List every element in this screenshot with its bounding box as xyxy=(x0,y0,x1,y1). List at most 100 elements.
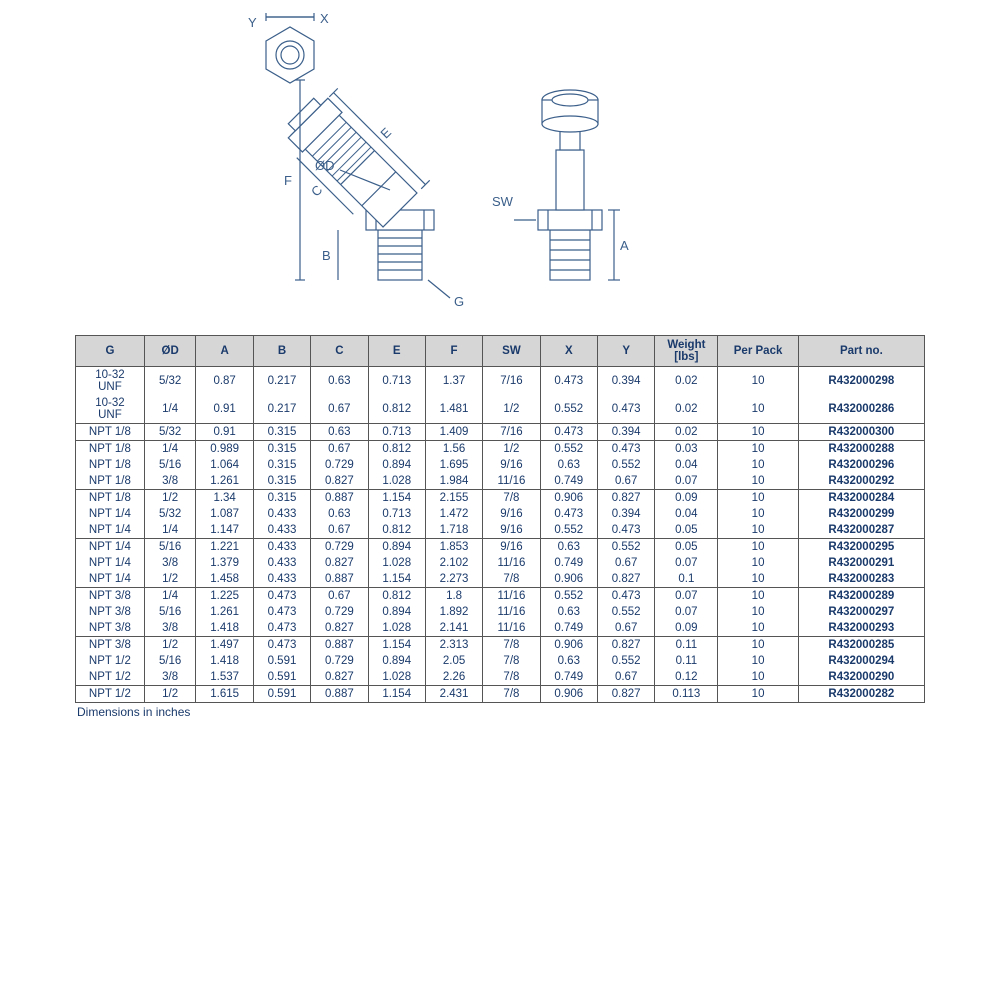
cell-sw: 7/16 xyxy=(483,424,540,441)
svg-text:B: B xyxy=(322,248,331,263)
cell-c: 0.827 xyxy=(311,669,368,686)
cell-c: 0.63 xyxy=(311,424,368,441)
col-header: B xyxy=(253,336,310,367)
cell-x: 0.749 xyxy=(540,620,597,637)
cell-e: 0.894 xyxy=(368,653,425,669)
cell-b: 0.473 xyxy=(253,637,310,654)
cell-y: 0.67 xyxy=(597,669,654,686)
cell-a: 1.379 xyxy=(196,555,253,571)
table-row: 10-32UNF1/40.910.2170.670.8121.4811/20.5… xyxy=(76,395,925,424)
table-row: NPT 3/85/161.2610.4730.7290.8941.89211/1… xyxy=(76,604,925,620)
col-header: Per Pack xyxy=(718,336,798,367)
cell-pp: 10 xyxy=(718,367,798,396)
col-header: Weight[lbs] xyxy=(655,336,718,367)
cell-b: 0.315 xyxy=(253,424,310,441)
svg-text:A: A xyxy=(620,238,629,253)
cell-pn: R432000292 xyxy=(798,473,924,490)
cell-c: 0.67 xyxy=(311,395,368,424)
cell-f: 2.431 xyxy=(425,686,482,703)
cell-pn: R432000290 xyxy=(798,669,924,686)
svg-text:SW: SW xyxy=(492,194,514,209)
cell-pn: R432000282 xyxy=(798,686,924,703)
cell-pp: 10 xyxy=(718,441,798,458)
svg-text:G: G xyxy=(454,294,464,309)
col-header: Part no. xyxy=(798,336,924,367)
cell-a: 0.91 xyxy=(196,424,253,441)
cell-e: 0.894 xyxy=(368,604,425,620)
cell-f: 1.409 xyxy=(425,424,482,441)
cell-x: 0.749 xyxy=(540,669,597,686)
cell-pp: 10 xyxy=(718,604,798,620)
cell-g: NPT 1/2 xyxy=(76,653,145,669)
cell-d: 5/32 xyxy=(144,367,196,396)
cell-x: 0.63 xyxy=(540,539,597,556)
cell-d: 3/8 xyxy=(144,555,196,571)
cell-d: 5/16 xyxy=(144,457,196,473)
cell-x: 0.473 xyxy=(540,367,597,396)
cell-e: 1.154 xyxy=(368,490,425,507)
cell-g: 10-32UNF xyxy=(76,367,145,396)
cell-y: 0.394 xyxy=(597,506,654,522)
cell-w: 0.04 xyxy=(655,506,718,522)
cell-sw: 1/2 xyxy=(483,441,540,458)
cell-pn: R432000299 xyxy=(798,506,924,522)
cell-e: 1.028 xyxy=(368,473,425,490)
cell-sw: 9/16 xyxy=(483,457,540,473)
cell-sw: 11/16 xyxy=(483,588,540,605)
cell-pp: 10 xyxy=(718,669,798,686)
cell-pn: R432000284 xyxy=(798,490,924,507)
cell-a: 1.225 xyxy=(196,588,253,605)
cell-w: 0.05 xyxy=(655,539,718,556)
cell-d: 5/32 xyxy=(144,506,196,522)
cell-sw: 7/8 xyxy=(483,637,540,654)
cell-g: 10-32UNF xyxy=(76,395,145,424)
cell-w: 0.09 xyxy=(655,490,718,507)
cell-g: NPT 3/8 xyxy=(76,620,145,637)
table-row: NPT 3/81/21.4970.4730.8871.1542.3137/80.… xyxy=(76,637,925,654)
table-row: NPT 3/83/81.4180.4730.8271.0282.14111/16… xyxy=(76,620,925,637)
technical-diagram: X Y xyxy=(220,10,670,320)
cell-e: 0.713 xyxy=(368,506,425,522)
dimensions-table-wrap: GØDABCEFSWXYWeight[lbs]Per PackPart no. … xyxy=(75,335,925,719)
cell-w: 0.07 xyxy=(655,555,718,571)
cell-pp: 10 xyxy=(718,457,798,473)
col-header: ØD xyxy=(144,336,196,367)
cell-f: 1.718 xyxy=(425,522,482,539)
cell-x: 0.552 xyxy=(540,441,597,458)
cell-pp: 10 xyxy=(718,555,798,571)
cell-c: 0.729 xyxy=(311,457,368,473)
table-row: NPT 1/23/81.5370.5910.8271.0282.267/80.7… xyxy=(76,669,925,686)
cell-w: 0.09 xyxy=(655,620,718,637)
col-header: E xyxy=(368,336,425,367)
cell-d: 1/4 xyxy=(144,395,196,424)
cell-pn: R432000297 xyxy=(798,604,924,620)
cell-w: 0.02 xyxy=(655,424,718,441)
cell-pn: R432000283 xyxy=(798,571,924,588)
cell-sw: 11/16 xyxy=(483,473,540,490)
table-row: NPT 1/85/320.910.3150.630.7131.4097/160.… xyxy=(76,424,925,441)
cell-f: 1.695 xyxy=(425,457,482,473)
cell-y: 0.473 xyxy=(597,588,654,605)
cell-b: 0.473 xyxy=(253,604,310,620)
cell-b: 0.591 xyxy=(253,653,310,669)
cell-g: NPT 1/8 xyxy=(76,457,145,473)
cell-c: 0.67 xyxy=(311,522,368,539)
cell-g: NPT 3/8 xyxy=(76,604,145,620)
cell-a: 1.418 xyxy=(196,620,253,637)
cell-c: 0.887 xyxy=(311,637,368,654)
cell-x: 0.906 xyxy=(540,637,597,654)
cell-w: 0.11 xyxy=(655,637,718,654)
cell-a: 0.91 xyxy=(196,395,253,424)
col-header: X xyxy=(540,336,597,367)
table-row: NPT 1/83/81.2610.3150.8271.0281.98411/16… xyxy=(76,473,925,490)
cell-a: 1.261 xyxy=(196,604,253,620)
cell-x: 0.63 xyxy=(540,457,597,473)
cell-g: NPT 1/8 xyxy=(76,490,145,507)
cell-pn: R432000286 xyxy=(798,395,924,424)
cell-sw: 7/8 xyxy=(483,571,540,588)
cell-b: 0.315 xyxy=(253,473,310,490)
table-row: NPT 1/81/40.9890.3150.670.8121.561/20.55… xyxy=(76,441,925,458)
cell-pn: R432000296 xyxy=(798,457,924,473)
cell-sw: 9/16 xyxy=(483,539,540,556)
cell-x: 0.906 xyxy=(540,571,597,588)
